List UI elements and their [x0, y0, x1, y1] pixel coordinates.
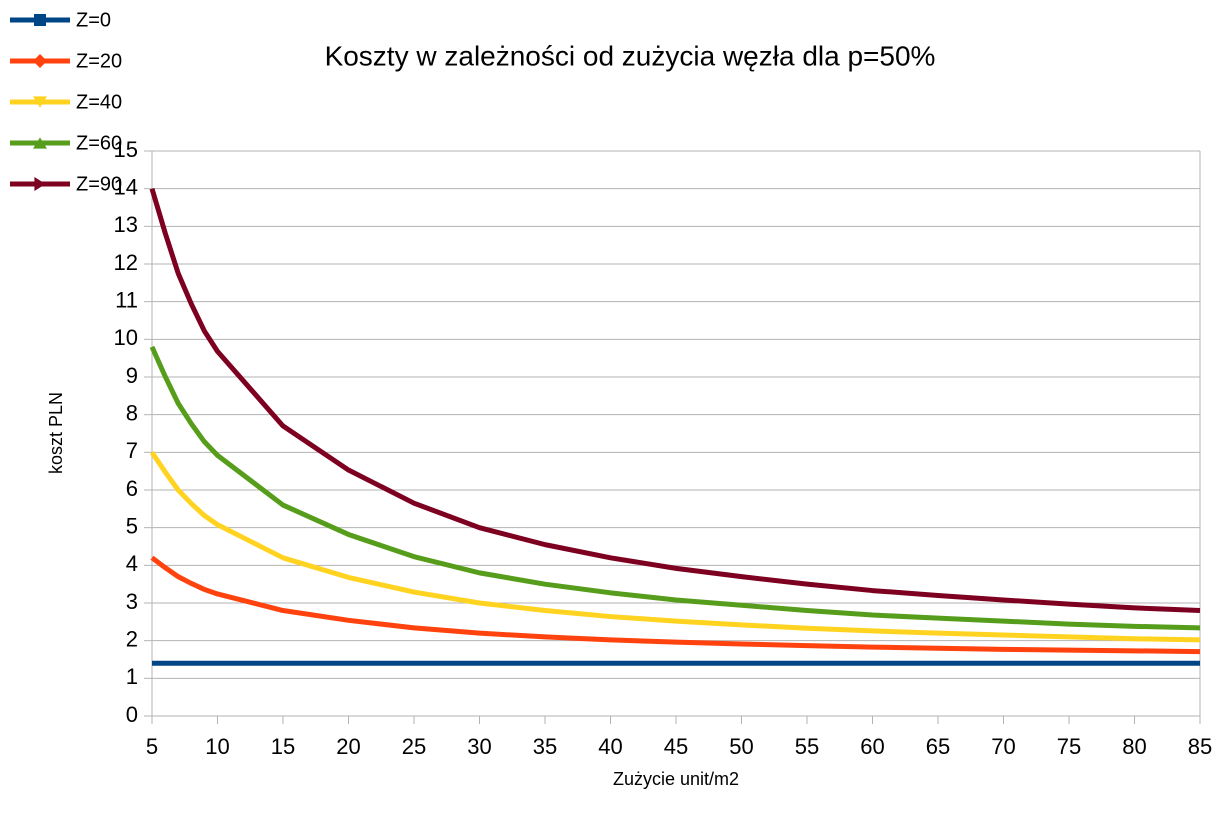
- y-tick-label: 8: [126, 400, 138, 425]
- series-line: [149, 450, 1201, 643]
- legend-marker: [34, 14, 46, 26]
- x-tick-label: 35: [533, 734, 557, 759]
- y-tick-label: 14: [114, 174, 138, 199]
- y-tick-label: 2: [126, 626, 138, 651]
- legend-label: Z=90: [76, 173, 122, 195]
- x-tick-label: 20: [336, 734, 360, 759]
- legend-marker: [34, 177, 46, 191]
- chart-title: Koszty w zależności od zużycia węzła dla…: [325, 40, 936, 71]
- x-tick-label: 15: [271, 734, 295, 759]
- x-tick-label: 30: [467, 734, 491, 759]
- y-axis-label: koszt PLN: [46, 392, 66, 474]
- y-tick-label: 3: [126, 589, 138, 614]
- x-tick-label: 5: [146, 734, 158, 759]
- y-tick-label: 15: [114, 137, 138, 162]
- legend-marker: [33, 137, 47, 149]
- y-tick-label: 11: [115, 287, 138, 312]
- x-tick-label: 10: [205, 734, 229, 759]
- legend-label: Z=20: [76, 50, 122, 72]
- legend-marker: [33, 54, 47, 68]
- x-tick-label: 25: [402, 734, 426, 759]
- y-tick-label: 10: [114, 325, 138, 350]
- y-tick-label: 1: [126, 664, 138, 689]
- x-tick-label: 75: [1057, 734, 1081, 759]
- legend-label: Z=40: [76, 91, 122, 113]
- legend-label: Z=60: [76, 132, 122, 154]
- x-tick-label: 50: [729, 734, 753, 759]
- y-tick-label: 7: [126, 438, 138, 463]
- y-tick-label: 5: [126, 513, 138, 538]
- legend-label: Z=0: [76, 9, 111, 31]
- y-tick-label: 9: [126, 363, 138, 388]
- x-tick-label: 40: [598, 734, 622, 759]
- x-tick-label: 60: [860, 734, 884, 759]
- x-tick-label: 45: [664, 734, 688, 759]
- y-tick-label: 12: [114, 250, 138, 275]
- x-tick-label: 65: [926, 734, 950, 759]
- series-line: [149, 187, 1201, 614]
- series-line: [150, 555, 1201, 655]
- x-tick-label: 55: [795, 734, 819, 759]
- x-tick-label: 80: [1122, 734, 1146, 759]
- y-tick-label: 0: [126, 702, 138, 727]
- x-axis-label: Zużycie unit/m2: [613, 769, 739, 789]
- y-tick-label: 6: [126, 476, 138, 501]
- x-tick-label: 70: [991, 734, 1015, 759]
- y-tick-label: 13: [114, 212, 138, 237]
- legend-marker: [33, 96, 47, 108]
- series-line: [149, 345, 1201, 631]
- y-tick-label: 4: [126, 551, 138, 576]
- x-tick-label: 85: [1188, 734, 1212, 759]
